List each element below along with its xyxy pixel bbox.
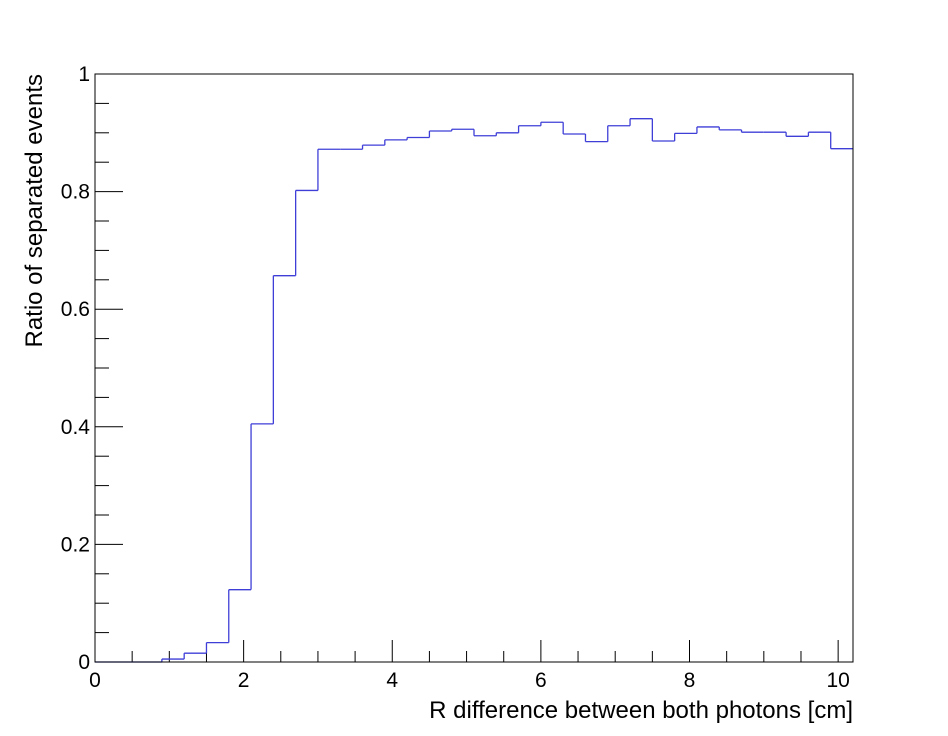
- y-tick-label: 0: [78, 651, 90, 674]
- x-tick-label: 4: [386, 669, 398, 692]
- x-tick-label: 8: [684, 669, 696, 692]
- y-tick-label: 0.6: [61, 298, 90, 321]
- y-tick-label: 0.4: [61, 416, 91, 439]
- x-tick-label: 10: [826, 669, 849, 692]
- x-axis-title: R difference between both photons [cm]: [429, 697, 853, 724]
- y-axis-title: Ratio of separated events: [21, 74, 48, 348]
- ticks-layer: [94, 73, 839, 663]
- y-tick-label: 0.2: [61, 533, 90, 556]
- y-tick-label: 1: [78, 63, 90, 86]
- x-tick-label: 0: [89, 669, 101, 692]
- y-tick-label: 0.8: [61, 181, 90, 204]
- x-tick-label: 2: [238, 669, 250, 692]
- x-tick-label: 6: [535, 669, 547, 692]
- labels-layer: 0 2 4 6 8 10 0 0.2 0.4 0.6 0.8 1: [61, 63, 850, 692]
- series-layer: [95, 118, 853, 663]
- plot-frame: [94, 73, 854, 663]
